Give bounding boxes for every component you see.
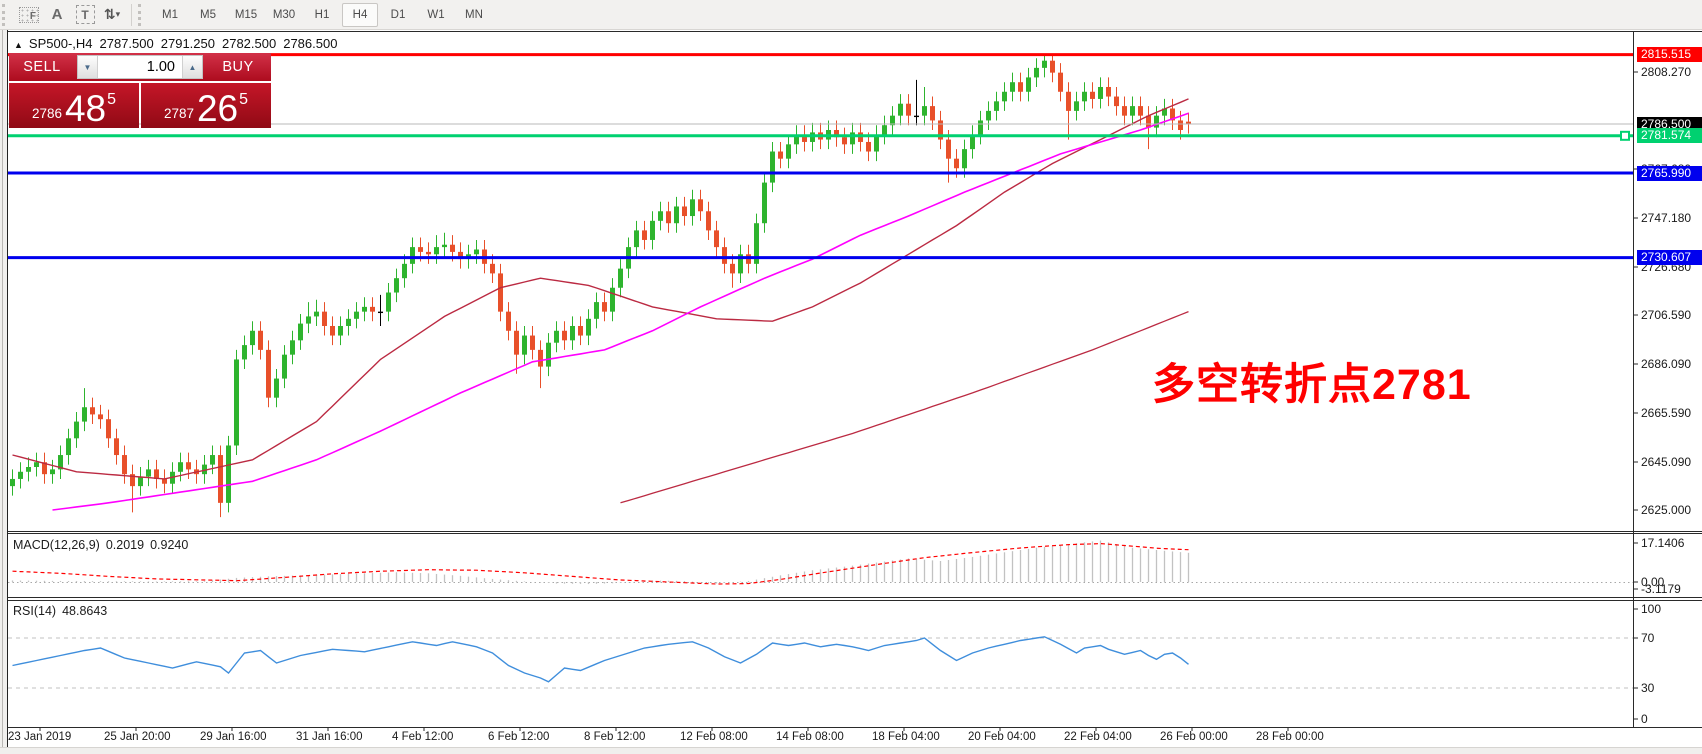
sell-price-box[interactable]: 2786 48 5 <box>9 83 139 128</box>
price-tick-label: 2686.090 <box>1641 357 1692 371</box>
text-label-icon: T <box>75 5 95 24</box>
price-tick-label: 2645.090 <box>1641 455 1692 469</box>
chart-ohlc-header: ▲ SP500-,H4 2787.500 2791.250 2782.500 2786.5… <box>14 36 344 51</box>
low-value: 2782.500 <box>221 36 277 51</box>
arrows-icon: ⇅ <box>103 6 116 22</box>
rsi-title: RSI(14) <box>13 604 57 618</box>
timeframe-button-m30[interactable]: M30 <box>272 8 296 21</box>
window-bottom-edge <box>0 747 1702 754</box>
text-label-tool-button[interactable]: T <box>71 3 99 27</box>
time-axis-label: 26 Feb 00:00 <box>1160 731 1228 743</box>
sell-price-big: 48 <box>64 88 107 130</box>
symbol-period-label: SP500-,H4 <box>28 36 93 51</box>
window-left-edge <box>0 30 8 754</box>
time-axis-label: 12 Feb 08:00 <box>680 731 748 743</box>
time-axis-label: 6 Feb 12:00 <box>488 731 550 743</box>
volume-increase-button[interactable]: ▲ <box>182 56 202 78</box>
buy-button[interactable]: BUY <box>222 59 254 75</box>
price-level-label: 2815.515 <box>1637 47 1702 63</box>
sell-price-sup: 5 <box>107 91 117 108</box>
price-level-label: 2730.607 <box>1637 250 1702 266</box>
open-value: 2787.500 <box>99 36 154 51</box>
timeframe-button-m5[interactable]: M5 <box>200 8 216 21</box>
arrows-tool-button[interactable]: ⇅ ▾ <box>99 3 127 27</box>
macd-title: MACD(12,26,9) <box>13 538 100 552</box>
time-axis-label: 23 Jan 2019 <box>8 731 72 743</box>
price-tick-label: 2665.590 <box>1641 406 1692 420</box>
price-tick-label: 2625.000 <box>1641 503 1692 517</box>
close-value: 2786.500 <box>283 36 338 51</box>
time-axis-label: 25 Jan 20:00 <box>104 731 171 743</box>
buy-price-big: 26 <box>196 88 239 130</box>
toolbar: F A T ⇅ ▾ M1 M5 M15 M30 H1 H4 D1 W1 MN <box>0 0 1702 30</box>
rsi-axis-label: 0 <box>1641 712 1648 726</box>
rsi-value: 48.8643 <box>62 604 108 618</box>
time-axis-label: 20 Feb 04:00 <box>968 731 1036 743</box>
timeframe-button-h4[interactable]: H4 <box>342 2 378 27</box>
high-value: 2791.250 <box>160 36 215 51</box>
timeframe-button-h1[interactable]: H1 <box>314 8 330 21</box>
macd-axis-label: 17.1406 <box>1641 536 1685 550</box>
time-axis-label: 14 Feb 08:00 <box>776 731 844 743</box>
sell-price-prefix: 2786 <box>31 106 62 121</box>
one-click-trade-panel: SELL ▼ 1.00 ▲ BUY 2786 48 5 2787 26 5 <box>9 53 271 128</box>
sell-button[interactable]: SELL <box>23 59 61 75</box>
rsi-axis-label: 70 <box>1641 631 1655 645</box>
timeframe-toolbar: M1 M5 M15 M30 H1 H4 D1 W1 MN <box>151 2 493 27</box>
macd-main-value: 0.2019 <box>105 538 145 552</box>
chevron-down-icon: ▾ <box>115 9 121 19</box>
price-tick-label: 2808.270 <box>1641 65 1692 79</box>
time-axis-label: 31 Jan 16:00 <box>296 731 363 743</box>
buy-price-sup: 5 <box>239 91 249 108</box>
rsi-pane-label: RSI(14) 48.8643 <box>13 604 113 618</box>
price-level-label: 2765.990 <box>1637 165 1702 181</box>
price-level-label: 2781.574 <box>1637 128 1702 144</box>
price-tick-label: 2747.180 <box>1641 211 1692 225</box>
volume-stepper: ▼ 1.00 ▲ <box>77 55 203 79</box>
time-axis-label: 4 Feb 12:00 <box>392 731 454 743</box>
rsi-axis-label: 30 <box>1641 681 1655 695</box>
rsi-axis-label: 100 <box>1641 602 1662 616</box>
text-tool-button[interactable]: A <box>43 3 71 27</box>
time-axis-label: 22 Feb 04:00 <box>1064 731 1132 743</box>
fibonacci-tool-button[interactable]: F <box>15 3 43 27</box>
macd-axis-label: -3.1179 <box>1641 582 1681 596</box>
fibonacci-icon: F <box>19 6 39 23</box>
volume-decrease-button[interactable]: ▼ <box>78 56 98 78</box>
toolbar-separator <box>131 3 132 26</box>
time-axis-label: 8 Feb 12:00 <box>584 731 646 743</box>
collapse-arrow-icon[interactable]: ▲ <box>14 40 23 50</box>
macd-axis-label: 0.00 <box>1641 575 1665 589</box>
buy-price-prefix: 2787 <box>163 106 194 121</box>
timeframe-button-d1[interactable]: D1 <box>390 8 406 21</box>
timeframe-button-m1[interactable]: M1 <box>162 8 178 21</box>
time-axis-label: 18 Feb 04:00 <box>872 731 940 743</box>
timeframe-button-mn[interactable]: MN <box>465 8 483 21</box>
macd-pane-label: MACD(12,26,9) 0.2019 0.9240 <box>13 538 194 552</box>
price-tick-label: 2706.590 <box>1641 308 1692 322</box>
timeframe-button-w1[interactable]: W1 <box>427 8 445 21</box>
time-axis-label: 29 Jan 16:00 <box>200 731 267 743</box>
text-icon: A <box>51 6 63 23</box>
time-axis-label: 28 Feb 00:00 <box>1256 731 1324 743</box>
price-level-label: 2786.500 <box>1637 116 1702 132</box>
buy-price-box[interactable]: 2787 26 5 <box>141 83 271 128</box>
chart-annotation-text: 多空转折点2781 <box>1152 361 1472 409</box>
volume-input[interactable]: 1.00 <box>98 56 182 78</box>
timeframe-button-m15[interactable]: M15 <box>234 8 258 21</box>
toolbar-grip[interactable] <box>138 3 147 26</box>
toolbar-grip[interactable] <box>2 3 11 26</box>
macd-signal-value: 0.9240 <box>150 538 189 552</box>
